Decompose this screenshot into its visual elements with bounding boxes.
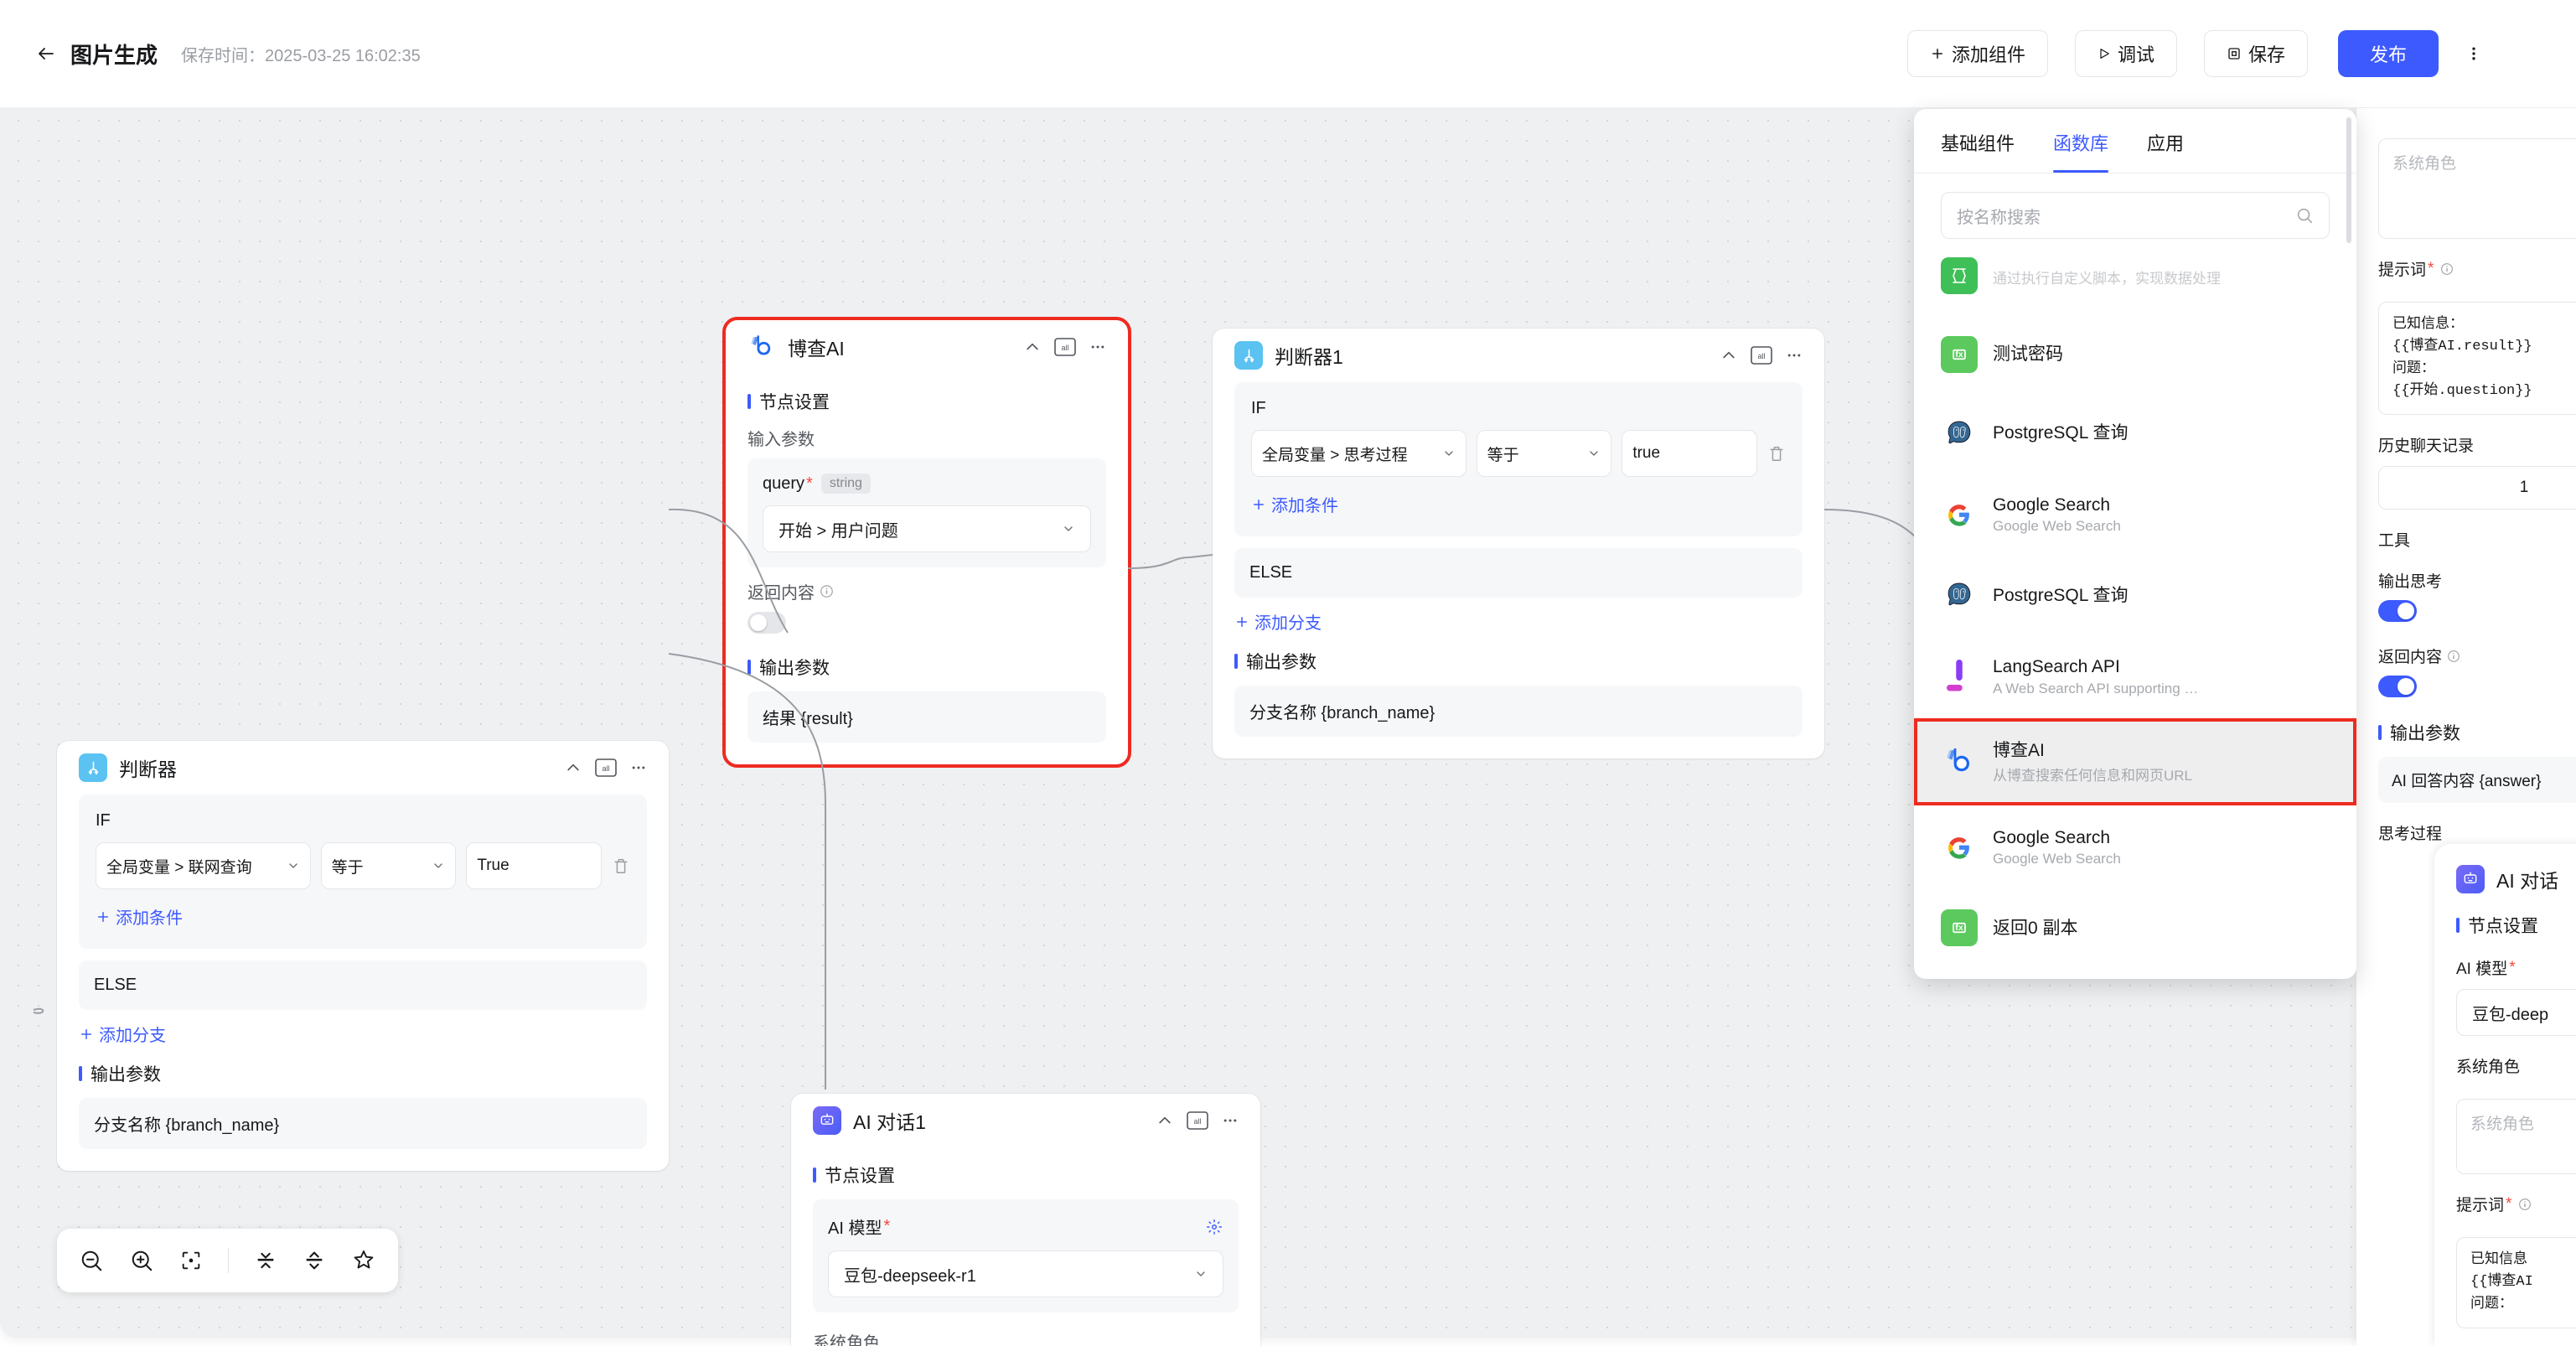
svg-text:fx: fx bbox=[1955, 924, 1963, 933]
svg-text:fx: fx bbox=[1955, 350, 1963, 360]
